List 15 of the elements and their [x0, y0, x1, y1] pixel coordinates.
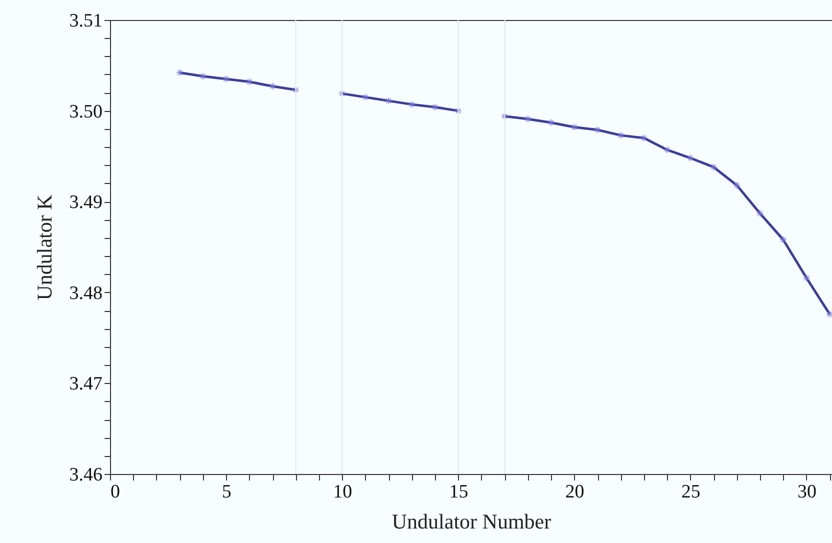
x-tick-label: 0	[110, 482, 120, 502]
x-tick-label: 10	[333, 482, 352, 502]
x-tick-label: 20	[565, 482, 584, 502]
x-tick-label: 5	[222, 482, 232, 502]
y-tick-label: 3.49	[69, 192, 102, 214]
y-tick-label: 3.46	[69, 464, 102, 486]
x-tick-label: 25	[681, 482, 700, 502]
y-tick-label: 3.51	[69, 10, 102, 32]
y-tick-label: 3.47	[69, 374, 102, 395]
x-axis-title: Undulator Number	[392, 510, 552, 534]
y-axis-title: Undulator K	[32, 194, 56, 300]
y-tick-label: 3.48	[69, 282, 102, 304]
x-tick-label: 30	[797, 482, 816, 502]
y-tick-label: 3.50	[69, 101, 102, 122]
x-tick-label: 15	[449, 482, 468, 502]
